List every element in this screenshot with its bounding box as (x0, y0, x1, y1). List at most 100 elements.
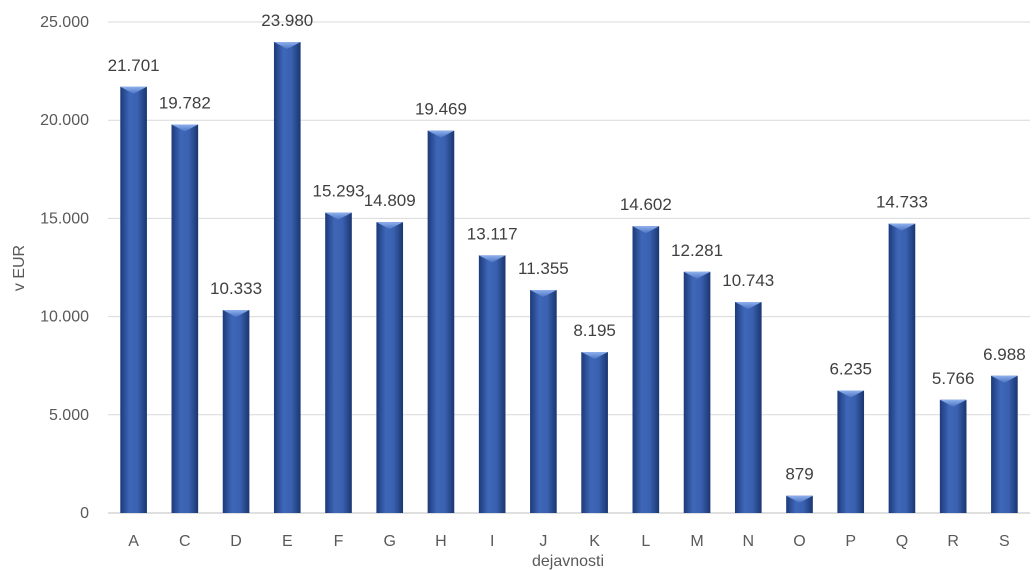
x-tick-label: F (334, 533, 344, 550)
bar (120, 86, 147, 513)
y-axis-title: v EUR (11, 245, 28, 291)
x-tick-label: H (435, 533, 447, 550)
x-tick-label: K (589, 533, 600, 550)
bar-cap (325, 212, 352, 220)
bars (120, 42, 1018, 514)
data-label: 5.766 (932, 369, 975, 388)
data-label: 14.602 (620, 195, 672, 214)
bar-cap (376, 222, 404, 230)
bar-body (632, 226, 660, 513)
bar-body (939, 399, 967, 513)
data-label: 10.743 (722, 271, 774, 290)
bar-body (120, 86, 147, 513)
bar (530, 289, 557, 513)
bar-cap (939, 399, 967, 407)
data-label: 19.782 (159, 93, 211, 112)
gridlines (108, 21, 1030, 514)
bar-cap (478, 255, 506, 263)
bar-cap (888, 223, 916, 231)
bar-cap (581, 352, 608, 360)
data-label: 879 (785, 465, 813, 484)
bar-cap (632, 226, 660, 234)
x-tick-label: C (179, 533, 191, 550)
data-label: 10.333 (210, 279, 262, 298)
bar-body (376, 222, 404, 513)
bar-body (222, 310, 250, 513)
y-tick-label: 10.000 (40, 309, 89, 326)
bar-body (683, 271, 711, 513)
x-tick-label: J (539, 533, 547, 550)
bar (786, 495, 813, 513)
x-tick-label: N (742, 533, 754, 550)
x-tick-label: I (490, 533, 494, 550)
bar-cap (991, 375, 1018, 383)
bar-cap (427, 130, 455, 138)
bar (222, 310, 250, 513)
x-tick-label: E (282, 533, 293, 550)
bar (171, 124, 199, 514)
bar-cap (734, 302, 762, 310)
bar-cap (222, 310, 250, 318)
x-tick-label: A (128, 533, 139, 550)
bar-cap (171, 124, 199, 132)
y-tick-label: 0 (80, 505, 89, 522)
x-tick-label: O (793, 533, 805, 550)
bar (325, 212, 352, 513)
bar-body (171, 124, 199, 514)
data-label: 21.701 (108, 56, 160, 75)
bar (939, 399, 967, 513)
y-tick-label: 25.000 (40, 14, 89, 31)
bar (683, 271, 711, 513)
data-label: 19.469 (415, 100, 467, 119)
bar-cap (837, 390, 865, 398)
bar (837, 390, 865, 513)
data-label: 8.195 (573, 321, 616, 340)
bar-cap (273, 42, 301, 50)
x-tick-label: P (845, 533, 856, 550)
bar (632, 226, 660, 513)
bar-body (786, 495, 813, 513)
data-label: 15.293 (313, 182, 365, 201)
x-tick-label: S (999, 533, 1010, 550)
bar-body (530, 289, 557, 513)
bar-body (581, 352, 608, 513)
data-label: 13.117 (467, 224, 518, 243)
bar-body (837, 390, 865, 513)
bar (991, 375, 1018, 513)
data-label: 6.988 (983, 345, 1026, 364)
data-label: 14.733 (876, 193, 928, 212)
x-tick-label: Q (896, 533, 908, 550)
bar (478, 255, 506, 513)
bar-body (273, 42, 301, 513)
y-tick-label: 20.000 (40, 112, 89, 129)
bar-cap (786, 495, 813, 503)
data-label: 14.809 (364, 191, 416, 210)
bar (427, 130, 455, 513)
bar-body (325, 212, 352, 513)
bar (273, 42, 301, 513)
x-tick-label: D (230, 533, 242, 550)
y-tick-label: 5.000 (49, 407, 89, 424)
bar-body (478, 255, 506, 513)
x-tick-label: L (641, 533, 650, 550)
bar-cap (683, 271, 711, 279)
bar-cap (530, 289, 557, 297)
x-tick-label: G (383, 533, 395, 550)
bar (581, 352, 608, 513)
y-axis-ticks: 0 5.000 10.000 15.000 20.000 25.000 (40, 14, 89, 522)
x-tick-label: M (690, 533, 703, 550)
data-label: 23.980 (261, 11, 313, 30)
x-tick-label: R (947, 533, 959, 550)
y-tick-label: 15.000 (40, 210, 89, 227)
bar (888, 223, 916, 514)
bar (376, 222, 404, 513)
bar-body (991, 375, 1018, 513)
bar-body (427, 130, 455, 513)
x-axis-title: dejavnosti (532, 553, 604, 570)
bar-body (888, 223, 916, 514)
bar-cap (120, 86, 147, 94)
data-label: 6.235 (829, 360, 872, 379)
